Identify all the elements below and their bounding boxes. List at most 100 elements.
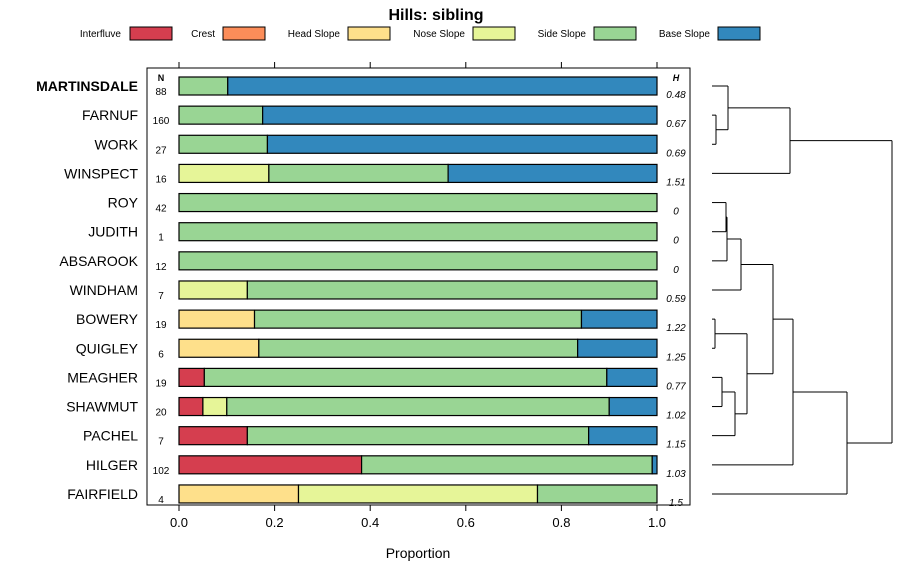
n-value-martinsdale: 88	[155, 87, 167, 98]
bar-segment-fairfield-head-slope	[178, 484, 300, 504]
h-value-hilger: 1.03	[666, 469, 686, 480]
h-value-quigley: 1.25	[666, 352, 686, 363]
legend: Interfluve Crest Head Slope Nose Slope Side …	[80, 26, 761, 41]
bar-segment-windham-nose-slope	[178, 280, 248, 300]
category-label-quigley: QUIGLEY	[76, 340, 139, 356]
h-value-meagher: 0.77	[666, 381, 686, 392]
bar-segment-judith-side-slope	[178, 222, 658, 242]
category-label-meagher: MEAGHER	[67, 369, 138, 385]
n-value-meagher: 19	[155, 378, 167, 389]
bar-segment-martinsdale-side-slope	[178, 76, 229, 96]
h-value-work: 0.69	[666, 148, 686, 159]
x-tick-label-0: 0.0	[170, 515, 188, 530]
bar-segment-roy-side-slope	[178, 192, 658, 213]
bar-segment-martinsdale-base-slope	[227, 76, 658, 96]
legend-label-interfluve: Interfluve	[80, 29, 122, 40]
dendrogram	[712, 85, 893, 495]
bar-segment-fairfield-side-slope	[536, 484, 658, 504]
n-value-hilger: 102	[153, 466, 170, 477]
bar-segment-absarook-side-slope	[178, 251, 658, 271]
x-axis-label: Proportion	[386, 545, 451, 561]
plot-frame	[146, 67, 691, 506]
n-value-absarook: 12	[155, 262, 167, 273]
bar-segment-farnuf-side-slope	[178, 105, 264, 125]
legend-swatch-interfluve	[129, 26, 173, 41]
category-label-fairfield: FAIRFIELD	[67, 486, 138, 502]
legend-label-head-slope: Head Slope	[288, 29, 341, 40]
bar-segment-work-base-slope	[266, 134, 658, 154]
category-label-hilger: HILGER	[86, 457, 138, 473]
bar-segment-quigley-head-slope	[178, 338, 260, 358]
bar-segment-pachel-interfluve	[178, 426, 248, 446]
h-value-pachel: 1.15	[666, 440, 686, 451]
n-value-farnuf: 160	[153, 116, 170, 127]
bar-segment-shawmut-base-slope	[608, 396, 658, 417]
x-tick-label-5: 1.0	[648, 515, 666, 530]
h-value-winspect: 1.51	[666, 177, 685, 188]
category-label-absarook: ABSAROOK	[59, 253, 138, 269]
category-label-martinsdale: MARTINSDALE	[36, 78, 138, 94]
category-label-roy: ROY	[108, 195, 139, 211]
bar-segment-pachel-base-slope	[588, 426, 658, 446]
x-tick-label-4: 0.8	[552, 515, 570, 530]
x-axis: 0.0 0.2 0.4 0.6 0.8 1.0	[170, 62, 666, 530]
bar-segment-fairfield-nose-slope	[297, 484, 539, 504]
legend-label-side-slope: Side Slope	[538, 29, 587, 40]
n-value-bowery: 19	[155, 320, 167, 331]
category-label-judith: JUDITH	[88, 224, 138, 240]
bar-segment-quigley-side-slope	[258, 338, 579, 358]
category-label-winspect: WINSPECT	[64, 165, 138, 181]
bar-segment-farnuf-base-slope	[262, 105, 658, 125]
bar-segment-bowery-side-slope	[253, 309, 583, 329]
legend-swatch-side-slope	[593, 26, 637, 41]
category-label-work: WORK	[94, 136, 138, 152]
bar-segment-winspect-nose-slope	[178, 163, 270, 184]
legend-swatch-base-slope	[717, 26, 761, 41]
n-value-pachel: 7	[158, 437, 164, 448]
bar-segment-winspect-side-slope	[268, 163, 449, 184]
h-value-roy: 0	[673, 207, 679, 218]
x-tick-label-2: 0.4	[361, 515, 379, 530]
bar-segment-meagher-interfluve	[178, 367, 205, 387]
category-label-shawmut: SHAWMUT	[66, 399, 138, 415]
bar-segment-shawmut-interfluve	[178, 396, 204, 417]
bar-segment-shawmut-nose-slope	[202, 396, 228, 417]
bar-segment-hilger-interfluve	[178, 455, 363, 475]
x-tick-label-1: 0.2	[266, 515, 284, 530]
n-value-work: 27	[155, 145, 167, 156]
category-label-farnuf: FARNUF	[82, 107, 138, 123]
n-value-fairfield: 4	[158, 495, 164, 506]
n-value-roy: 42	[155, 204, 167, 215]
legend-label-nose-slope: Nose Slope	[413, 29, 465, 40]
n-value-quigley: 6	[158, 349, 164, 360]
h-value-bowery: 1.22	[666, 323, 686, 334]
n-value-shawmut: 20	[155, 408, 167, 419]
legend-swatch-nose-slope	[472, 26, 516, 41]
category-label-windham: WINDHAM	[70, 282, 138, 298]
bar-segment-meagher-side-slope	[203, 367, 608, 387]
chart-title: Hills: sibling	[388, 7, 483, 24]
n-header: N	[158, 73, 165, 83]
bar-segment-work-side-slope	[178, 134, 269, 154]
bar-segment-bowery-head-slope	[178, 309, 256, 329]
legend-label-crest: Crest	[191, 29, 215, 40]
h-value-absarook: 0	[673, 265, 679, 276]
bar-segment-windham-side-slope	[246, 280, 658, 300]
legend-label-base-slope: Base Slope	[659, 29, 711, 40]
h-value-windham: 0.59	[666, 294, 686, 305]
category-label-bowery: BOWERY	[76, 311, 139, 327]
bar-segment-quigley-base-slope	[577, 338, 658, 358]
bar-segment-winspect-base-slope	[447, 163, 658, 184]
bar-segment-pachel-side-slope	[246, 426, 590, 446]
h-value-judith: 0	[673, 236, 679, 247]
bar-segment-shawmut-side-slope	[226, 396, 610, 417]
h-header: H	[673, 73, 680, 83]
x-tick-label-3: 0.6	[457, 515, 475, 530]
h-value-shawmut: 1.02	[666, 411, 686, 422]
category-label-pachel: PACHEL	[83, 428, 138, 444]
bar-segment-bowery-base-slope	[580, 309, 658, 329]
bar-segment-hilger-side-slope	[360, 455, 653, 475]
h-value-fairfield: 1.5	[669, 498, 683, 509]
